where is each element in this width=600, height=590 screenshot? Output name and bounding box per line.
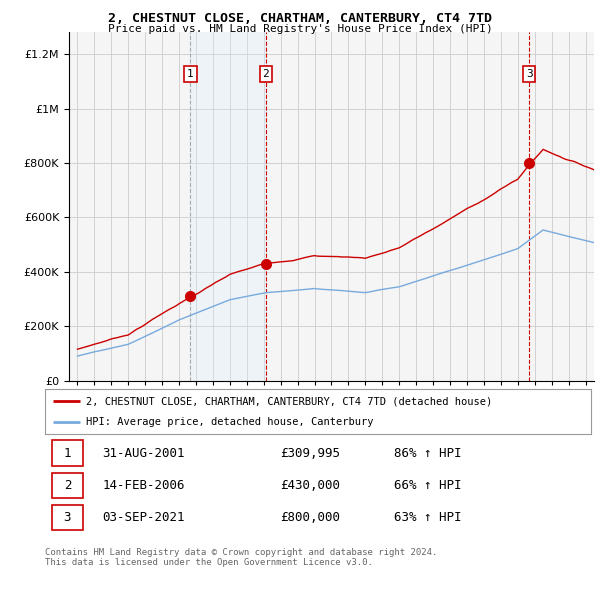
Text: £430,000: £430,000	[280, 478, 340, 492]
Text: Price paid vs. HM Land Registry's House Price Index (HPI): Price paid vs. HM Land Registry's House …	[107, 24, 493, 34]
Text: 1: 1	[187, 69, 194, 79]
FancyBboxPatch shape	[52, 505, 83, 530]
Text: 3: 3	[526, 69, 533, 79]
Text: 03-SEP-2021: 03-SEP-2021	[103, 511, 185, 524]
Text: Contains HM Land Registry data © Crown copyright and database right 2024.
This d: Contains HM Land Registry data © Crown c…	[45, 548, 437, 567]
Text: 14-FEB-2006: 14-FEB-2006	[103, 478, 185, 492]
FancyBboxPatch shape	[52, 441, 83, 466]
Text: 2: 2	[64, 478, 71, 492]
Text: 2, CHESTNUT CLOSE, CHARTHAM, CANTERBURY, CT4 7TD: 2, CHESTNUT CLOSE, CHARTHAM, CANTERBURY,…	[108, 12, 492, 25]
Text: HPI: Average price, detached house, Canterbury: HPI: Average price, detached house, Cant…	[86, 417, 373, 427]
Text: 2: 2	[262, 69, 269, 79]
Text: 66% ↑ HPI: 66% ↑ HPI	[394, 478, 462, 492]
Text: 2, CHESTNUT CLOSE, CHARTHAM, CANTERBURY, CT4 7TD (detached house): 2, CHESTNUT CLOSE, CHARTHAM, CANTERBURY,…	[86, 396, 492, 407]
Text: 31-AUG-2001: 31-AUG-2001	[103, 447, 185, 460]
Bar	[190, 32, 266, 381]
Text: £309,995: £309,995	[280, 447, 340, 460]
Text: 1: 1	[64, 447, 71, 460]
FancyBboxPatch shape	[52, 473, 83, 498]
Text: 63% ↑ HPI: 63% ↑ HPI	[394, 511, 462, 524]
Text: £800,000: £800,000	[280, 511, 340, 524]
Text: 3: 3	[64, 511, 71, 524]
Text: 86% ↑ HPI: 86% ↑ HPI	[394, 447, 462, 460]
